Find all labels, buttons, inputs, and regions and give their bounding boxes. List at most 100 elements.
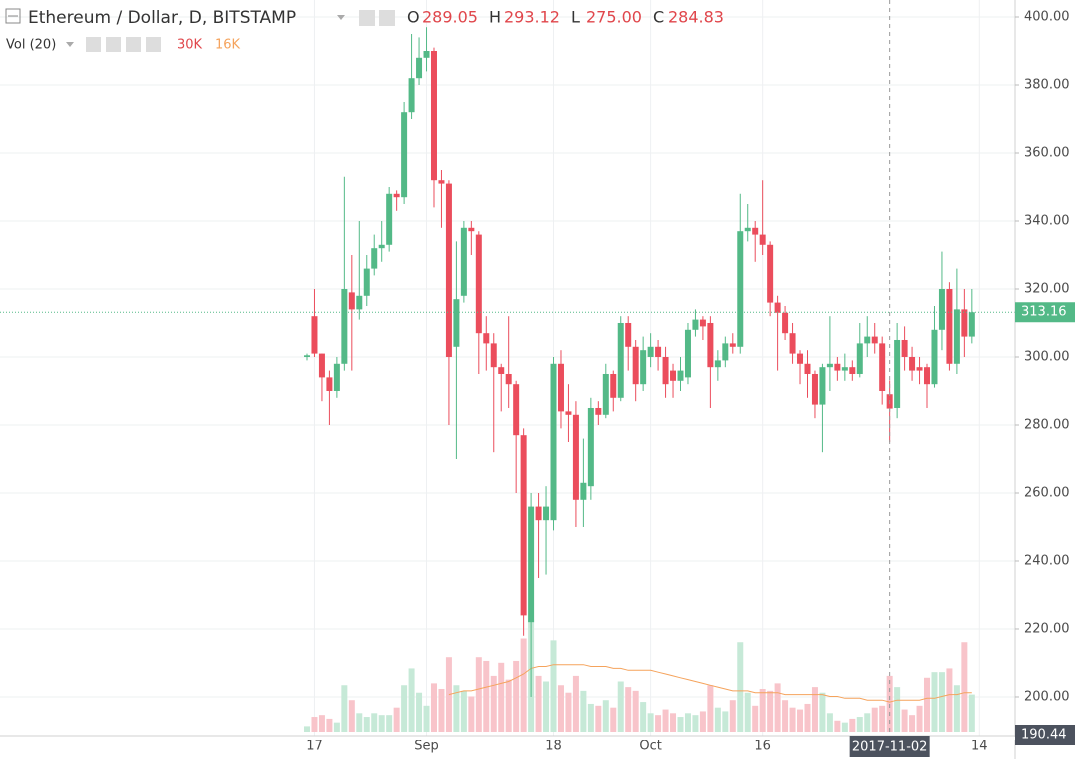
y-tick-label: 340.00 [1024,213,1070,228]
collapse-icon[interactable] [5,8,21,24]
y-tick-label: 220.00 [1024,621,1070,636]
volume-bar [722,711,729,732]
y-tick-label: 240.00 [1024,553,1070,568]
volume-bar [692,715,699,732]
volume-value: 30K [177,38,203,53]
volume-bar [916,705,923,732]
volume-pane [304,619,975,732]
candle-body [483,333,490,344]
volume-bar [737,642,744,732]
volume-bar [782,700,789,732]
settings-icon[interactable] [106,37,121,52]
candle-body [804,363,811,374]
volume-bar [752,705,759,732]
ohlc-key: O [407,8,420,27]
volume-bar [834,720,841,732]
volume-bar [490,675,497,732]
x-tick-label: 16 [754,739,771,754]
candle-body [341,288,348,364]
eye-icon[interactable] [359,10,375,26]
candle-body [445,183,452,357]
candle-body [408,78,415,113]
volume-bar [819,692,826,732]
ohlc-key: C [653,8,664,27]
candle-body [318,353,325,378]
volume-bar [871,707,878,732]
candle-body [729,343,736,347]
candle-body [647,346,654,357]
candle-body [498,367,505,374]
candle-body [797,353,804,364]
last-price-tag [1015,302,1075,323]
volume-bar [968,694,975,732]
candle-body [752,227,759,235]
candle-body [953,309,960,364]
volume-bar [304,726,310,732]
volume-bar [572,675,579,732]
volume-bar [714,707,721,732]
volume-bar [931,672,938,732]
candle-body [662,356,669,385]
candle-body [864,336,871,344]
volume-bar [460,690,467,732]
candle-body [520,435,527,616]
axes: 200.00 220.00 240.00 260.00 280.00 300.00 320.… [0,9,1075,757]
candle-body [714,360,721,368]
volume-bar [401,685,408,732]
close-icon[interactable] [146,37,161,52]
symbol-title: Ethereum / Dollar, D, BITSTAMP [28,8,296,28]
volume-bar [856,717,863,732]
ohlc-key: H [489,8,501,27]
candle-body [378,244,385,249]
eye-icon[interactable] [86,37,101,52]
y-tick-label: 260.00 [1024,485,1070,500]
candle-body [692,319,699,330]
candle-body [871,336,878,344]
volume-bar [774,683,781,732]
volume-bar [423,705,430,732]
candle-body [595,407,602,415]
volume-ma-value: 16K [215,38,241,53]
candle-body [640,350,647,385]
crosshair-date-tag [849,736,930,757]
volume-menu-arrow[interactable] [66,42,74,47]
candle-body [699,319,706,327]
volume-bar [602,700,609,732]
bottom-price-tag [1015,725,1075,745]
settings-icon[interactable] [379,10,395,26]
candle-body [572,414,579,500]
volume-bar [565,692,572,732]
add-icon[interactable] [126,37,141,52]
candle-body [363,268,370,296]
candle-body [834,363,841,371]
last-price-label: 313.16 [1021,305,1067,320]
volume-bar [677,717,684,732]
volume-bar [640,702,647,732]
candle-body [356,295,363,310]
volume-bar [684,713,691,732]
volume-bar [826,713,833,732]
volume-bar [879,705,886,732]
candle-body [961,309,968,337]
candle-body [841,367,848,371]
candle-body [767,244,774,303]
volume-bar [363,717,370,732]
time-axis-bg [0,737,1015,740]
title-menu-arrow[interactable] [337,15,345,20]
volume-bar [371,713,378,732]
candle-body [617,322,624,398]
candle-body [393,193,400,198]
volume-bar [894,687,901,732]
volume-bar [333,722,340,732]
candle-body [423,50,430,58]
candle-body [543,506,550,521]
candle-body [311,316,318,354]
x-tick-label: 18 [545,739,562,754]
volume-bar [468,696,475,732]
candle-body [931,329,938,385]
volume-bar [535,675,542,732]
volume-bar [901,709,908,732]
candle-body [505,373,512,385]
volume-bar [961,642,968,732]
volume-bar [438,688,445,732]
